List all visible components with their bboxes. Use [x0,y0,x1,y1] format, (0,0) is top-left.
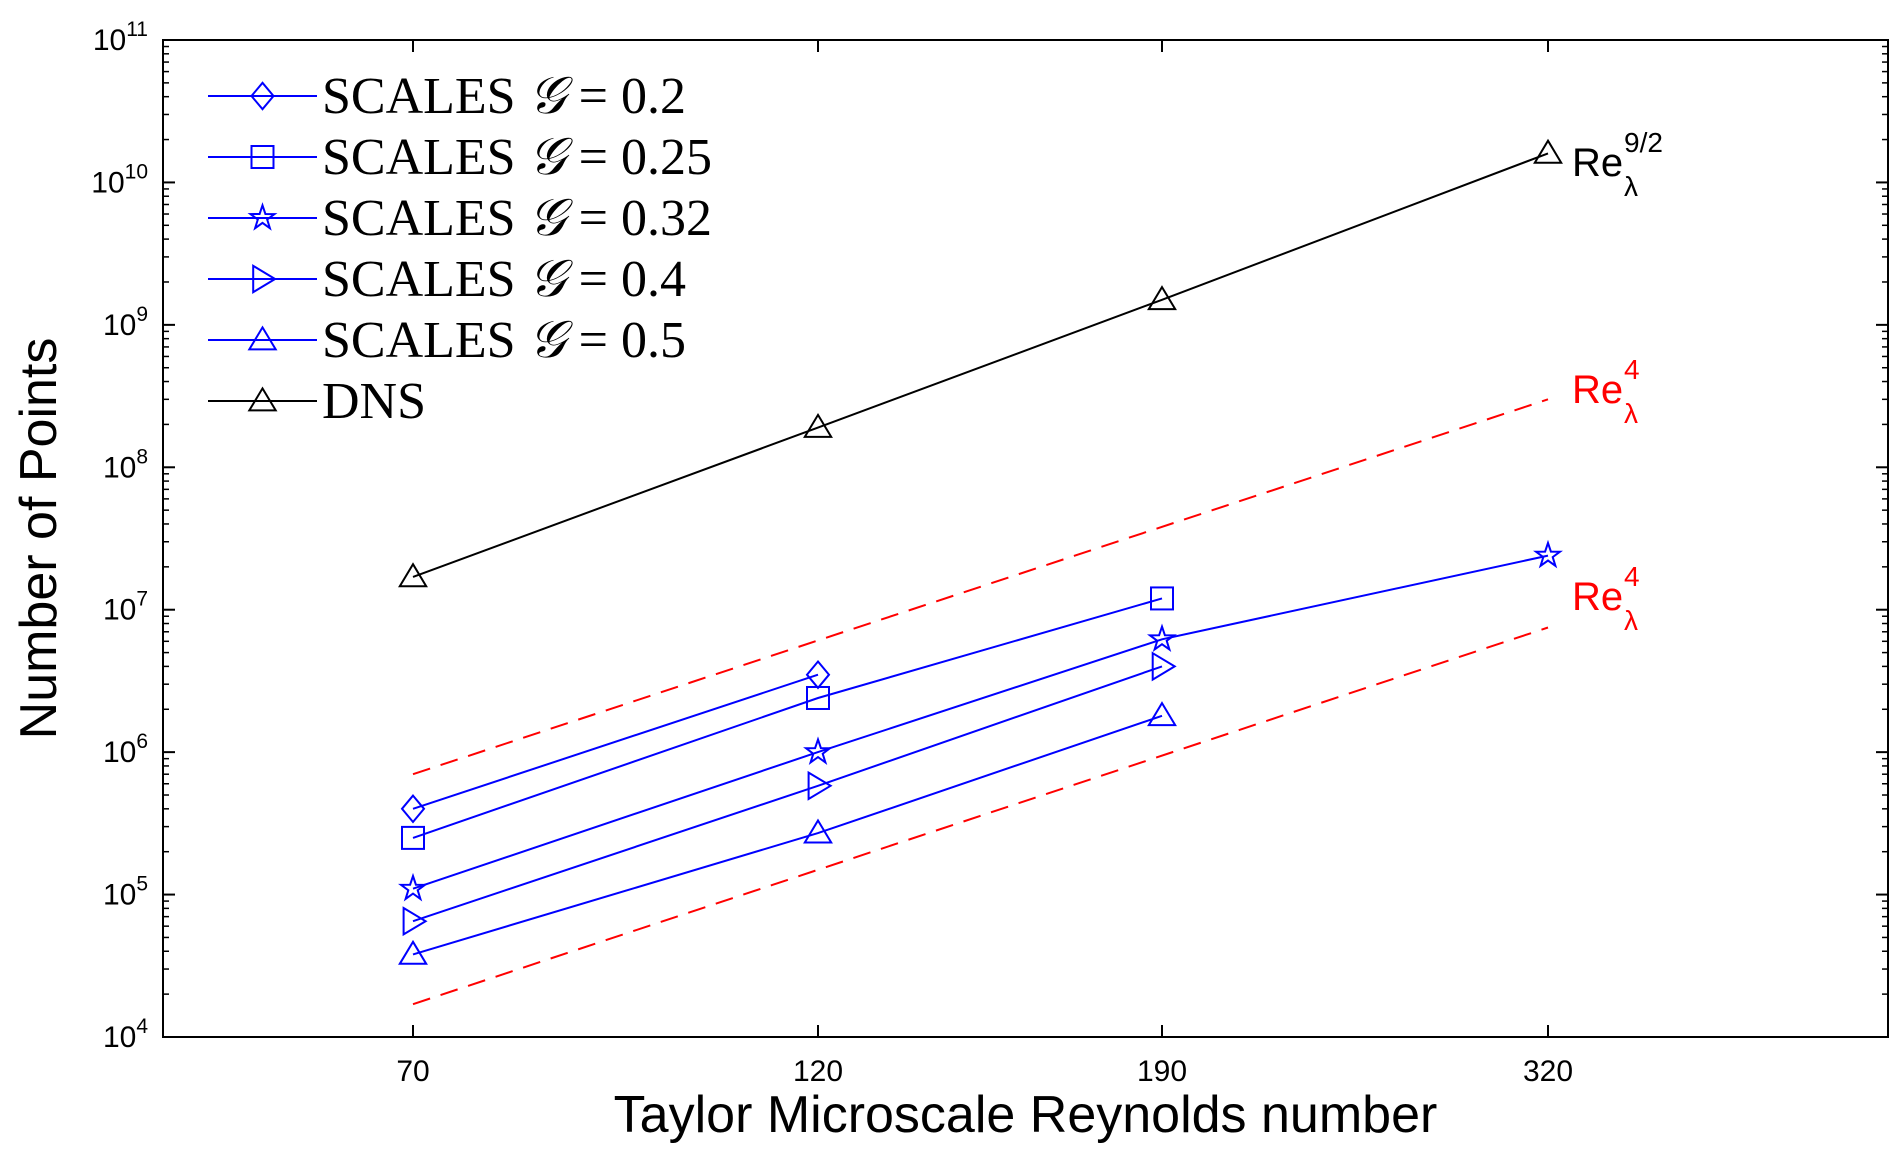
data-point [1147,623,1177,653]
reference-lines [412,398,1549,1006]
data-point [1147,285,1177,311]
legend-label: DNS [322,373,426,430]
data-point [401,825,425,850]
legend-label: SCALES 𝒢 = 0.32 [322,190,712,247]
legend-entry: SCALES 𝒢 = 0.32 [208,190,712,247]
x-axis-label: Taylor Microscale Reynolds number [614,1086,1438,1144]
y-tick-label: 104 [103,1015,148,1054]
y-tick-label: 109 [103,303,148,342]
legend-entry: SCALES 𝒢 = 0.2 [208,68,686,125]
annotation-subscript: λ [1624,398,1638,429]
legend-marker [247,386,278,412]
data-point [1151,651,1177,682]
data-point [1150,586,1174,611]
series-line [412,597,1163,839]
legend-label: SCALES 𝒢 = 0.2 [322,68,686,125]
series-6 [398,138,1563,588]
annotation-label: Re [1572,368,1623,412]
data-point [402,906,428,937]
data-point [1147,701,1177,727]
data-point [1533,539,1563,569]
y-tick-label: 1010 [91,160,148,199]
legend-entry: SCALES 𝒢 = 0.5 [208,312,686,369]
legend-marker [247,202,278,231]
y-tick-label: 106 [103,730,148,769]
y-tick-label: 107 [103,588,148,627]
data-point [806,685,830,710]
annotation-label: Re [1572,575,1623,619]
data-point [803,818,833,844]
x-tick-label: 320 [1523,1055,1573,1088]
series-line [412,665,1163,923]
annotation-superscript: 9/2 [1624,127,1663,158]
data-point [400,794,426,824]
series-2 [401,586,1174,850]
data-point [398,939,428,965]
data-point [398,562,428,588]
series-line [412,714,1163,956]
legend-marker [250,145,275,169]
plot-frame [162,39,1889,1038]
data-point [398,872,428,902]
annotation-superscript: 4 [1624,561,1640,592]
series-line [412,152,1549,578]
legend-marker [252,264,278,294]
legend-entry: SCALES 𝒢 = 0.25 [208,129,712,186]
legend-entry: DNS [208,373,426,430]
series-4 [402,651,1177,937]
annotation-label: Re [1572,141,1623,185]
series-5 [398,701,1177,965]
reference-line-1 [412,398,1549,776]
data-point [807,770,833,801]
series-line [412,554,1549,890]
y-axis-label: Number of Points [10,338,68,740]
series [398,138,1563,965]
annotation-re-lambda: Reλ 4 [1572,561,1640,636]
data-point [803,736,833,765]
series-line [412,673,819,810]
annotation-subscript: λ [1624,171,1638,202]
legend-label: SCALES 𝒢 = 0.4 [322,251,686,308]
legend-label: SCALES 𝒢 = 0.5 [322,312,686,369]
y-tick-label: 105 [103,873,148,912]
annotation-re-lambda: Reλ 4 [1572,354,1640,429]
data-point [1533,138,1563,164]
reference-line-2 [412,626,1549,1006]
data-point [803,412,833,438]
x-tick-label: 120 [793,1055,843,1088]
annotation-subscript: λ [1624,605,1638,636]
legend-marker [247,325,278,351]
annotation-re-lambda: Reλ 9/2 [1572,127,1663,202]
axis-ticks: 104 105 106 107 108 109 1010 1011 70 120 190 320 [91,18,1888,1088]
x-tick-label: 190 [1137,1055,1187,1088]
y-tick-label: 108 [103,445,148,484]
legend-label: SCALES 𝒢 = 0.25 [322,129,712,186]
annotation-superscript: 4 [1624,354,1640,385]
series-3 [398,539,1563,902]
legend-entry: SCALES 𝒢 = 0.4 [208,251,686,308]
y-tick-label: 1011 [93,18,148,57]
x-tick-label: 70 [396,1055,429,1088]
legend-marker [250,81,275,111]
